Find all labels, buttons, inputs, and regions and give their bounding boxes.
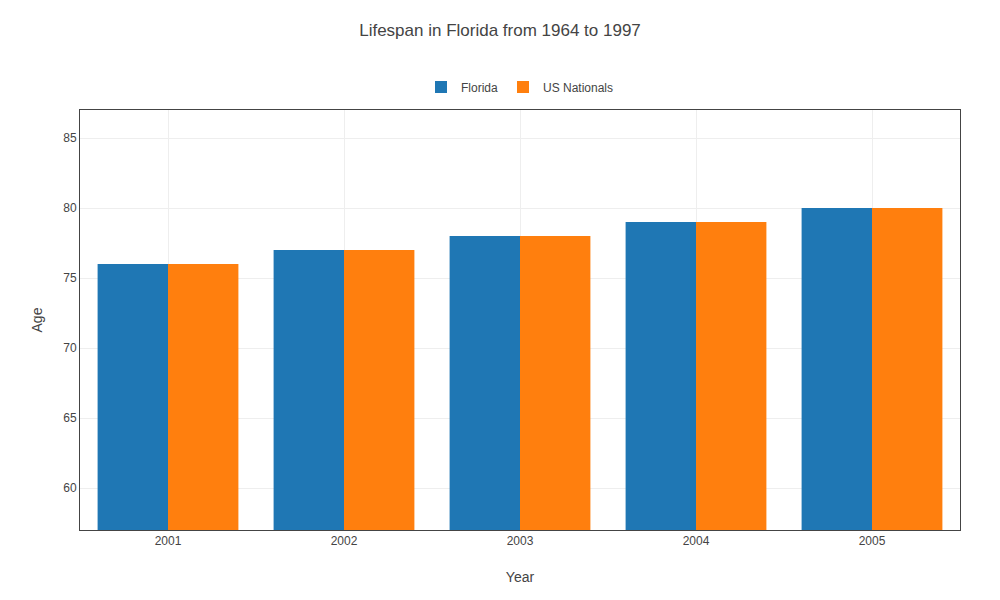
svg-text:Year: Year xyxy=(506,569,535,585)
svg-text:70: 70 xyxy=(63,341,77,355)
svg-text:75: 75 xyxy=(63,271,77,285)
svg-text:Age: Age xyxy=(29,307,45,332)
svg-text:2002: 2002 xyxy=(331,534,358,548)
svg-text:Lifespan in Florida from 1964: Lifespan in Florida from 1964 to 1997 xyxy=(359,21,641,40)
svg-text:85: 85 xyxy=(63,131,77,145)
svg-text:2004: 2004 xyxy=(683,534,710,548)
svg-text:65: 65 xyxy=(63,411,77,425)
svg-text:US Nationals: US Nationals xyxy=(543,81,613,95)
svg-text:2003: 2003 xyxy=(507,534,534,548)
svg-text:2005: 2005 xyxy=(859,534,886,548)
svg-text:Florida: Florida xyxy=(461,81,498,95)
svg-text:80: 80 xyxy=(63,201,77,215)
svg-text:2001: 2001 xyxy=(155,534,182,548)
svg-text:60: 60 xyxy=(63,481,77,495)
